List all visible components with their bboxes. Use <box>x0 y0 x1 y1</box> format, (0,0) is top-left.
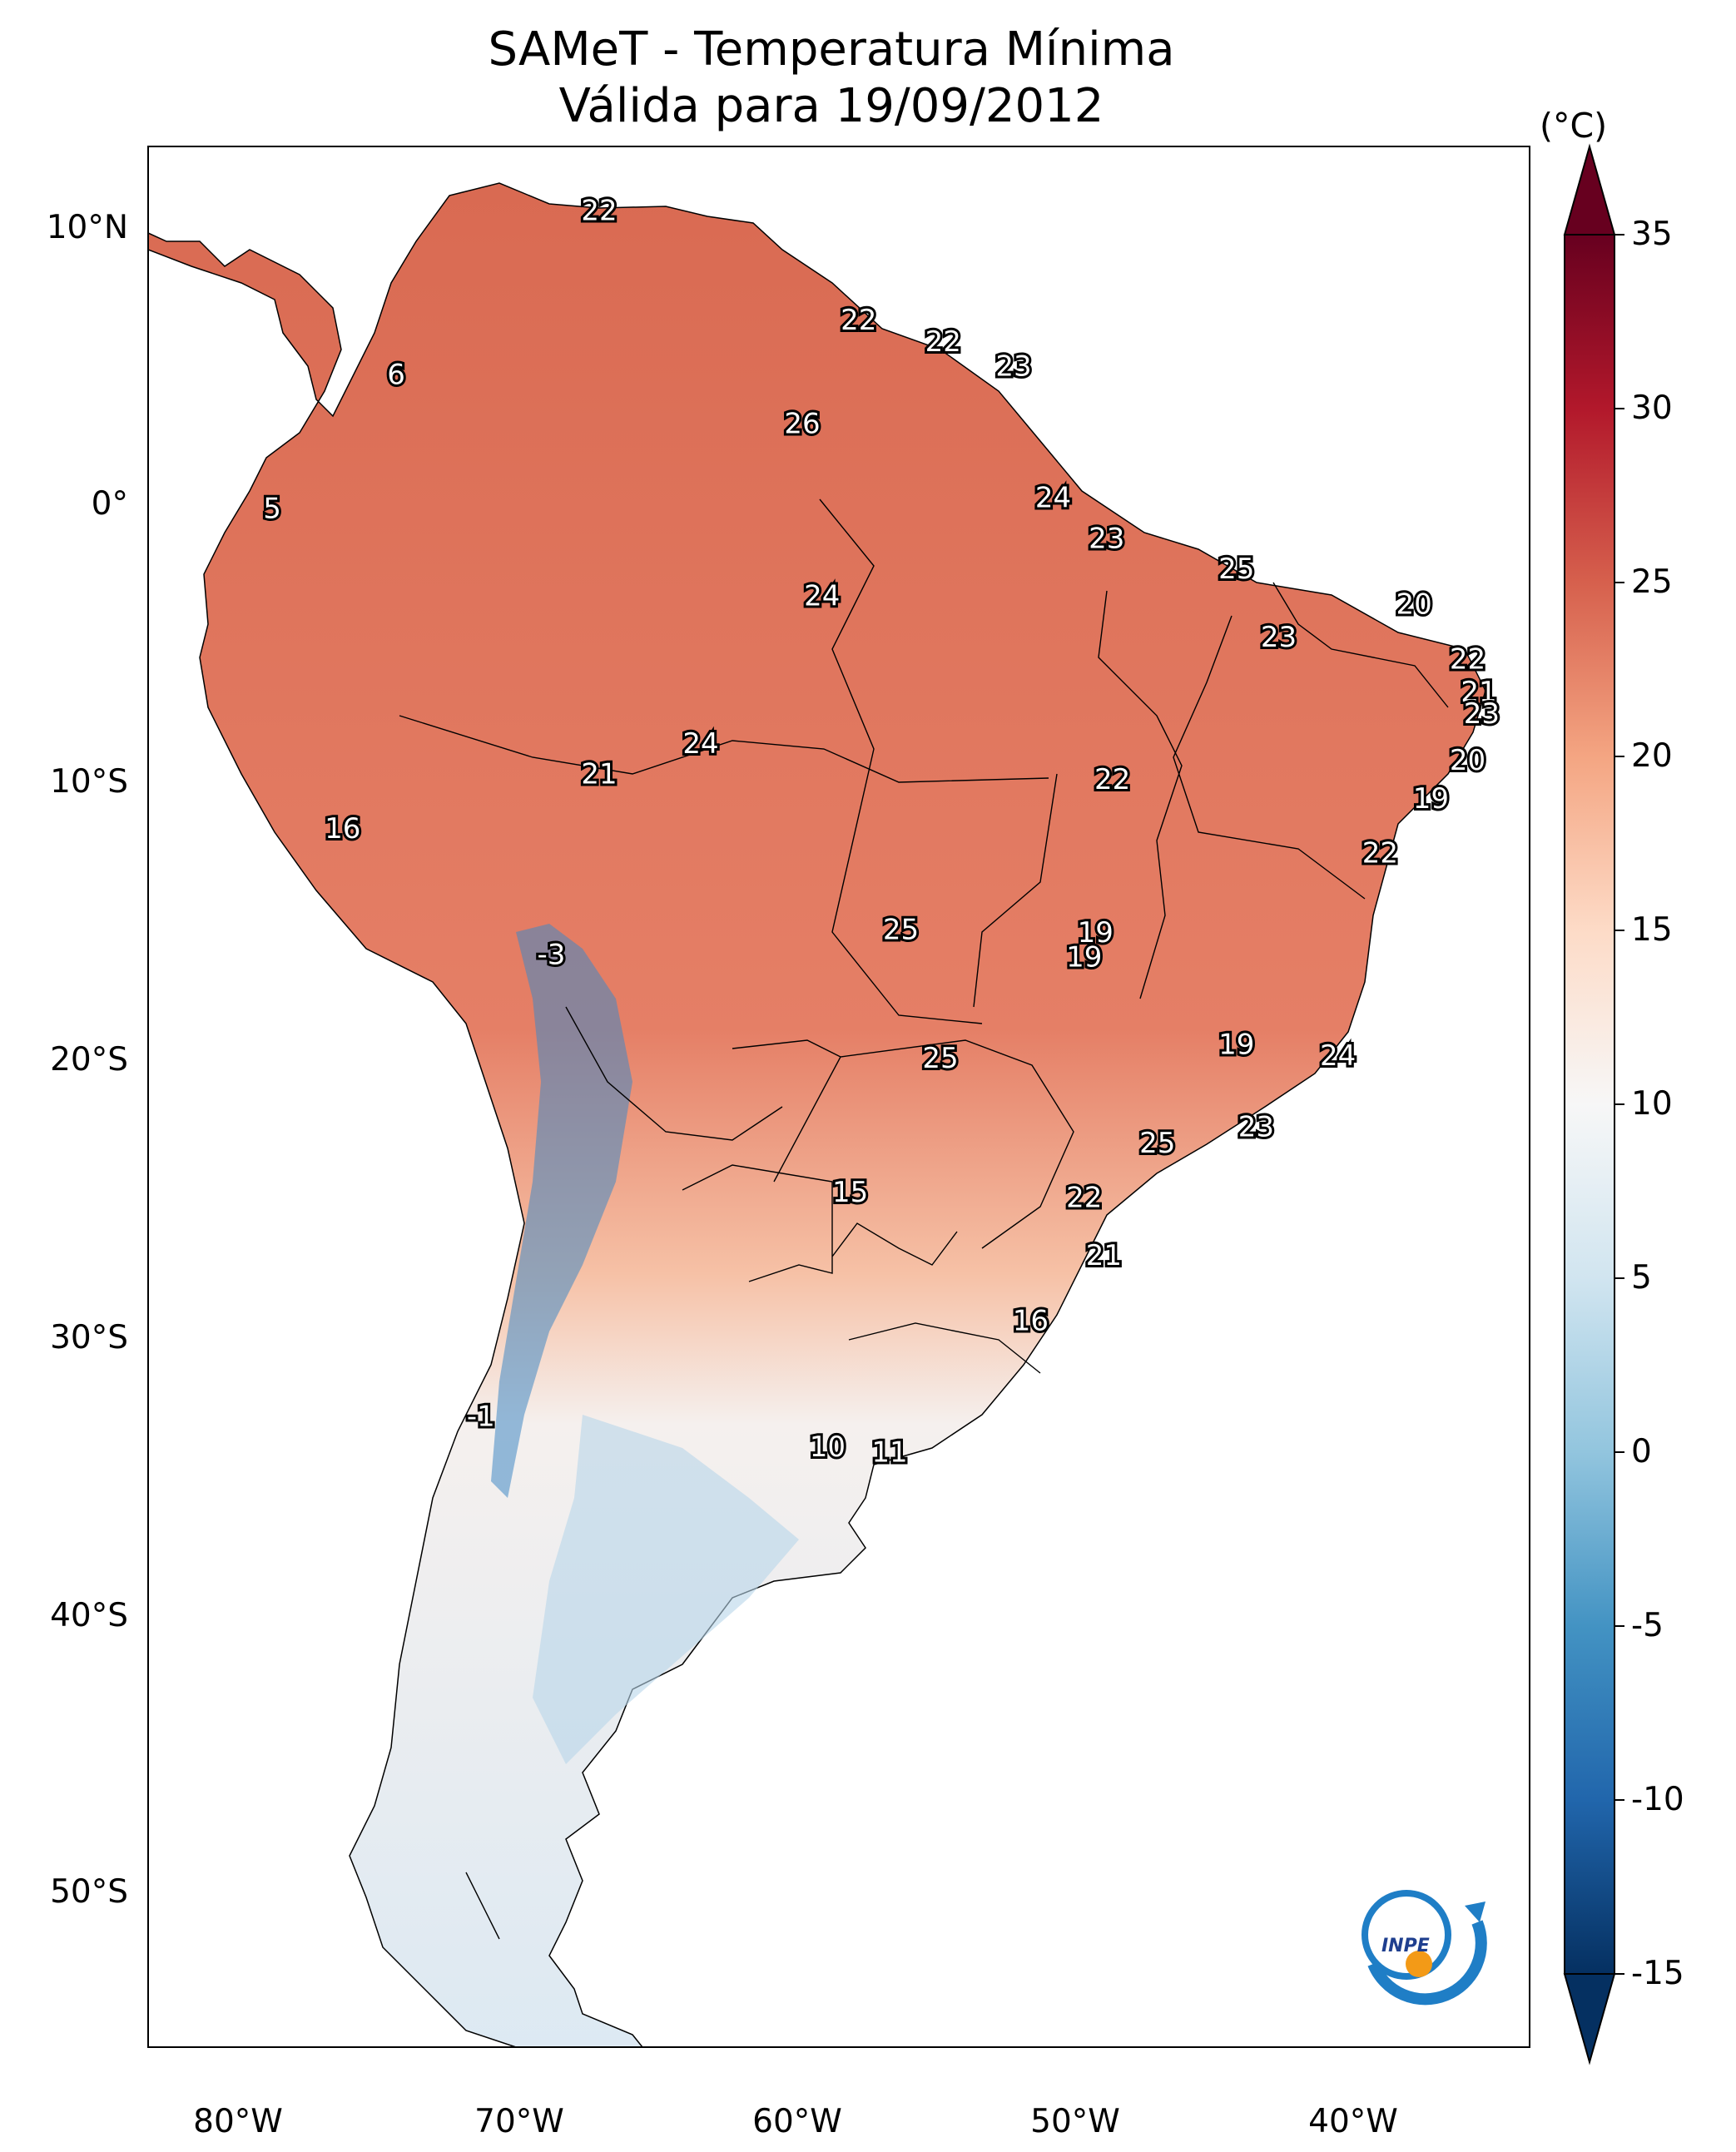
inpe-logo: INPE <box>1362 1890 1487 2006</box>
colorbar-extend-max <box>1563 143 1616 236</box>
lat-label-20s: 20°S <box>50 1041 128 1078</box>
lat-label-0: 0° <box>91 485 128 523</box>
colorbar-ticks <box>1614 234 1624 1975</box>
map-frame <box>147 146 1530 2048</box>
station-value-label: 25 <box>883 914 919 947</box>
station-value-label: 24 <box>1320 1039 1356 1073</box>
colorbar-tick-label: 5 <box>1631 1259 1652 1297</box>
patagonia-cool-area <box>533 1415 799 1764</box>
colorbar <box>1563 143 1624 2065</box>
station-value-label: 23 <box>1238 1110 1274 1143</box>
station-value-label: 24 <box>804 580 840 613</box>
colorbar-unit-label: (°C) <box>1540 106 1608 146</box>
lat-label-10s: 10°S <box>50 763 128 801</box>
map-subtitle: Válida para 19/09/2012 <box>558 79 1104 133</box>
lon-label-60w: 60°W <box>752 2103 842 2140</box>
map-layer <box>148 182 1486 2047</box>
station-value-label: 21 <box>581 757 617 791</box>
colorbar-tick-label: -5 <box>1631 1607 1664 1644</box>
lon-label-80w: 80°W <box>193 2103 283 2140</box>
station-value-label: 23 <box>1261 621 1297 654</box>
station-value-label: 21 <box>1461 676 1496 709</box>
station-value-label: 24 <box>1035 481 1071 514</box>
colorbar-tick-label: -10 <box>1631 1781 1684 1818</box>
station-value-label: 16 <box>325 812 360 845</box>
station-value-label: 20 <box>1396 588 1431 622</box>
lat-label-40s: 40°S <box>50 1597 128 1634</box>
station-value-label: 22 <box>581 194 617 227</box>
lon-label-40w: 40°W <box>1308 2103 1398 2140</box>
lat-label-30s: 30°S <box>50 1319 128 1356</box>
station-value-label: 19 <box>1066 941 1102 974</box>
lat-label-10n: 10°N <box>46 209 128 246</box>
station-value-label: 22 <box>1066 1182 1102 1215</box>
colorbar-tick-label: -15 <box>1631 1955 1684 1992</box>
station-value-label: 5 <box>263 493 281 526</box>
station-value-label: 10 <box>810 1431 846 1464</box>
lon-label-50w: 50°W <box>1030 2103 1120 2140</box>
station-value-label: 19 <box>1078 916 1114 950</box>
station-value-label: 15 <box>832 1176 868 1209</box>
station-value-label: -1 <box>467 1401 495 1434</box>
colorbar-tick-label: 35 <box>1631 216 1673 253</box>
station-value-label: 22 <box>841 304 876 337</box>
station-value-label: 24 <box>682 727 718 761</box>
station-value-label: 19 <box>1218 1029 1254 1062</box>
colorbar-gradient <box>1564 234 1615 1975</box>
station-value-label: 23 <box>995 350 1031 384</box>
map-title: SAMeT - Temperatura Mínima <box>488 22 1175 77</box>
colorbar-extend-min <box>1563 1973 1616 2065</box>
station-value-label: 21 <box>1086 1239 1122 1272</box>
station-value-label: 19 <box>1413 782 1449 816</box>
colorbar-tick-label: 20 <box>1631 737 1673 775</box>
andes-cold-band <box>491 924 632 1498</box>
station-value-label: 16 <box>1013 1305 1049 1338</box>
station-value-label: 22 <box>1094 763 1130 796</box>
south-america-landmass <box>148 182 1486 2047</box>
lon-label-70w: 70°W <box>474 2103 564 2140</box>
station-value-label: 25 <box>1139 1127 1175 1160</box>
lat-label-50s: 50°S <box>50 1873 128 1911</box>
station-value-label: 22 <box>1362 837 1398 870</box>
colorbar-tick-label: 15 <box>1631 911 1673 949</box>
state-borders <box>399 498 1449 1940</box>
colorbar-tick-label: 25 <box>1631 563 1673 601</box>
station-value-label: 22 <box>925 325 961 359</box>
colorbar-tick-label: 30 <box>1631 389 1673 427</box>
station-value-label: 11 <box>871 1435 907 1469</box>
station-value-label: 23 <box>1089 523 1124 556</box>
colorbar-tick-label: 10 <box>1631 1085 1673 1123</box>
station-value-label: 6 <box>387 359 405 392</box>
station-value-label: 25 <box>1218 553 1254 586</box>
colorbar-tick-label: 0 <box>1631 1433 1652 1470</box>
station-value-label: 23 <box>1464 697 1500 731</box>
station-value-label: 26 <box>784 408 820 441</box>
station-value-label: -3 <box>537 938 565 971</box>
inpe-logo-text: INPE <box>1381 1936 1430 1956</box>
station-value-label: 20 <box>1450 744 1486 777</box>
station-value-label: 25 <box>922 1042 958 1075</box>
station-value-label: 22 <box>1450 642 1486 676</box>
